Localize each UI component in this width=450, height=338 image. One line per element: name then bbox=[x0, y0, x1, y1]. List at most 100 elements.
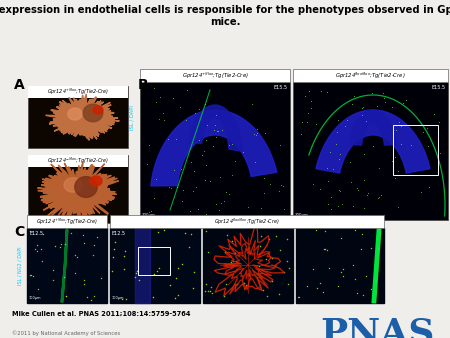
Point bbox=[424, 125, 431, 130]
Point bbox=[27, 272, 34, 278]
Point bbox=[213, 128, 220, 134]
Point bbox=[204, 249, 212, 255]
Point bbox=[151, 86, 158, 91]
Point bbox=[380, 95, 387, 101]
Polygon shape bbox=[93, 106, 103, 114]
Point bbox=[261, 130, 268, 135]
Point bbox=[317, 88, 324, 93]
Point bbox=[232, 258, 239, 263]
Point bbox=[395, 172, 402, 177]
Point bbox=[68, 230, 75, 236]
Point bbox=[63, 293, 70, 299]
Point bbox=[361, 177, 368, 183]
Point bbox=[218, 127, 225, 133]
Point bbox=[353, 290, 360, 296]
Text: Gpr124$^{flox/flox}$;Tg(Tie2-Cre): Gpr124$^{flox/flox}$;Tg(Tie2-Cre) bbox=[335, 70, 406, 81]
Point bbox=[202, 228, 209, 234]
Point bbox=[349, 102, 356, 107]
Point bbox=[207, 178, 214, 184]
Point bbox=[327, 150, 334, 155]
Point bbox=[198, 152, 206, 158]
Text: Mike Cullen et al. PNAS 2011;108:14:5759-5764: Mike Cullen et al. PNAS 2011;108:14:5759… bbox=[12, 311, 190, 317]
Point bbox=[218, 200, 225, 206]
Point bbox=[342, 123, 349, 129]
Bar bbox=[28, 86, 128, 148]
Point bbox=[191, 110, 198, 116]
Point bbox=[73, 255, 81, 260]
Point bbox=[256, 243, 264, 249]
Point bbox=[284, 236, 291, 242]
Point bbox=[190, 168, 198, 173]
Point bbox=[173, 184, 180, 189]
Polygon shape bbox=[37, 161, 118, 219]
Point bbox=[369, 91, 376, 96]
Text: 200μm: 200μm bbox=[295, 213, 309, 217]
Point bbox=[397, 142, 404, 147]
Point bbox=[80, 241, 87, 246]
Point bbox=[394, 204, 401, 210]
Point bbox=[122, 248, 129, 254]
Polygon shape bbox=[189, 105, 243, 151]
Point bbox=[277, 248, 284, 253]
Point bbox=[201, 101, 208, 106]
Point bbox=[258, 206, 265, 211]
Point bbox=[34, 242, 41, 248]
Point bbox=[375, 194, 382, 199]
Point bbox=[295, 294, 302, 299]
Polygon shape bbox=[64, 178, 82, 192]
Point bbox=[344, 117, 351, 123]
Point bbox=[174, 292, 181, 298]
Point bbox=[234, 281, 241, 286]
Point bbox=[143, 162, 150, 167]
Point bbox=[191, 269, 198, 275]
Point bbox=[38, 259, 45, 264]
Polygon shape bbox=[151, 110, 277, 186]
Point bbox=[261, 176, 268, 181]
Point bbox=[272, 233, 279, 239]
Polygon shape bbox=[316, 110, 430, 173]
Point bbox=[258, 234, 265, 239]
Bar bbox=[293, 69, 448, 82]
Point bbox=[395, 169, 402, 174]
Point bbox=[27, 273, 34, 278]
Point bbox=[435, 119, 442, 125]
Polygon shape bbox=[203, 228, 293, 303]
Point bbox=[200, 149, 207, 154]
Polygon shape bbox=[83, 104, 103, 122]
Text: 100μm: 100μm bbox=[112, 296, 125, 300]
Point bbox=[375, 166, 382, 171]
Point bbox=[231, 159, 238, 164]
Point bbox=[355, 187, 362, 193]
Point bbox=[90, 293, 97, 299]
Point bbox=[83, 294, 90, 299]
Text: E15.5: E15.5 bbox=[273, 85, 287, 90]
Point bbox=[368, 286, 375, 291]
Point bbox=[239, 150, 247, 155]
Point bbox=[304, 283, 311, 289]
Point bbox=[252, 159, 259, 164]
Point bbox=[313, 285, 320, 290]
Point bbox=[170, 95, 177, 101]
Polygon shape bbox=[135, 228, 150, 303]
Point bbox=[392, 128, 400, 133]
Point bbox=[245, 272, 252, 278]
Text: Gpr124$^{+/flox}$;Tg(Tie2-Cre): Gpr124$^{+/flox}$;Tg(Tie2-Cre) bbox=[36, 216, 98, 227]
Polygon shape bbox=[110, 228, 200, 303]
Bar bbox=[28, 86, 128, 98]
Point bbox=[150, 272, 158, 277]
Point bbox=[244, 204, 252, 209]
Text: Gpr124$^{+/flox}$;Tg(Tie2-Cre): Gpr124$^{+/flox}$;Tg(Tie2-Cre) bbox=[181, 70, 248, 81]
Point bbox=[299, 119, 306, 125]
Point bbox=[378, 192, 385, 197]
Text: GPR124 expression in endothelial cells is responsible for the phenotypes observe: GPR124 expression in endothelial cells i… bbox=[0, 5, 450, 27]
Point bbox=[388, 104, 396, 110]
Point bbox=[194, 207, 202, 212]
Point bbox=[201, 177, 208, 183]
Point bbox=[379, 90, 387, 95]
Point bbox=[347, 159, 354, 165]
Point bbox=[230, 258, 237, 264]
Point bbox=[268, 256, 275, 261]
Point bbox=[316, 186, 324, 191]
Point bbox=[225, 192, 233, 197]
Point bbox=[133, 270, 140, 275]
